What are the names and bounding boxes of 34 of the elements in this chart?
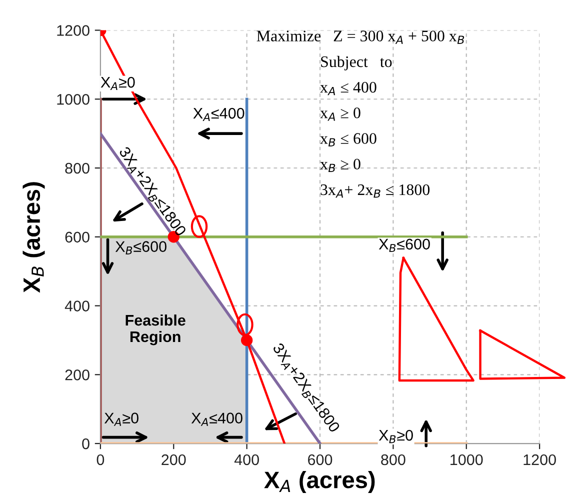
y-tick-label: 600 (65, 232, 90, 243)
annotation: 3x$_{A}$+ 2x$_{B}$ ≤ 1800 (320, 184, 430, 198)
y-tick-label: 1200 (57, 25, 90, 36)
y-tick-label: 1000 (57, 94, 90, 105)
x-tick-label: 400 (234, 454, 259, 466)
annotation: Feasible Region (126, 314, 186, 346)
y-tick-label: 400 (64, 300, 90, 312)
x-tick-label: 200 (162, 454, 186, 466)
x-tick-label: 800 (381, 454, 406, 466)
x-tick-label: 1000 (450, 454, 483, 466)
annotation: 3X$_{A}$+2X$_{B}$≤1800 (116, 146, 187, 238)
y-tick-label: 200 (65, 370, 90, 380)
y-axis-title: X$_{B}$ (acres) (22, 182, 45, 293)
annotation: X$_{A}$≤400 (191, 412, 242, 426)
annotation: x$_{B}$ ≥ 0 (320, 158, 360, 172)
annotation: X$_{B}$≤600 (115, 241, 166, 254)
annotation: Maximize Z = 300 x$_{A}$ + 500 x$_{B}$ (256, 30, 464, 44)
annotation: x$_{A}$ ≥ 0 (320, 107, 360, 121)
x-tick-label: 0 (96, 454, 104, 466)
point (240, 334, 253, 346)
annotation: X$_{A}$≤400 (193, 108, 244, 122)
annotation: Subject to (321, 56, 392, 70)
y-tick-label: 0 (82, 438, 90, 450)
annotation: X$_{A}$≥0 (104, 412, 138, 426)
annotation: x$_{A}$ ≤ 400 (320, 82, 376, 96)
x-tick-label: 1200 (524, 454, 556, 466)
annotation: 3X$_{A}$+2X$_{B}$≤1800 (270, 342, 340, 434)
annotation: X$_{B}$≤600 (378, 238, 430, 252)
annotation: x$_{B}$ ≤ 600 (320, 133, 376, 146)
y-tick-label: 800 (65, 162, 90, 174)
x-tick-label: 600 (308, 454, 332, 466)
annotation: X$_{B}$≥0 (378, 430, 413, 444)
annotation: X$_{A}$≥0 (100, 76, 135, 90)
x-axis-title: X$_{A}$ (acres) (264, 470, 375, 493)
